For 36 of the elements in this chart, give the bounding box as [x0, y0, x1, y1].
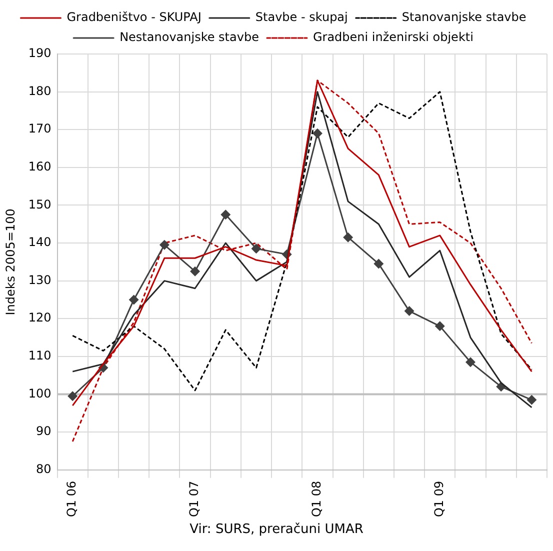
- point: [220, 210, 231, 220]
- legend-label: Stavbe - skupaj: [255, 10, 348, 24]
- point: [526, 394, 537, 405]
- point: [68, 391, 78, 402]
- legend-label: Nestanovanjske stavbe: [120, 30, 259, 44]
- x-tick-label: Q1 08: [310, 480, 324, 518]
- point: [374, 258, 384, 269]
- y-tick-label: 180: [28, 84, 52, 98]
- point: [343, 232, 354, 242]
- y-tick-label: 190: [28, 46, 52, 60]
- y-tick-label: 110: [28, 348, 52, 363]
- x-tick-label: Q1 09: [432, 480, 446, 518]
- y-tick-label: 140: [28, 235, 52, 250]
- point: [251, 244, 262, 254]
- y-tick-label: 130: [28, 272, 52, 287]
- point: [434, 321, 445, 332]
- y-tick-label: 80: [36, 462, 52, 476]
- point: [128, 294, 139, 305]
- y-tick-label: 100: [28, 386, 52, 400]
- y-tick-label: 170: [28, 122, 52, 136]
- point: [312, 128, 322, 138]
- point: [404, 306, 414, 316]
- text: Vir: SURS, preračuni UMAR: [188, 522, 364, 537]
- legend-label: Stanovanjske stavbe: [402, 10, 526, 24]
- y-tick-label: 150: [28, 197, 52, 212]
- y-tick-label: 160: [28, 160, 52, 174]
- y-axis-title: Indeks 2005=100: [3, 208, 18, 316]
- x-tick-label: Q1 06: [64, 480, 79, 518]
- point: [465, 357, 476, 368]
- legend-label: Gradbeni inženirski objekti: [312, 30, 474, 44]
- y-tick-label: 90: [36, 424, 52, 438]
- point: [190, 266, 200, 276]
- legend-label: Gradbeništvo - SKUPAJ: [66, 10, 202, 24]
- y-tick-label: 120: [28, 310, 52, 325]
- point: [159, 240, 170, 250]
- x-tick-label: Q1 07: [187, 480, 202, 518]
